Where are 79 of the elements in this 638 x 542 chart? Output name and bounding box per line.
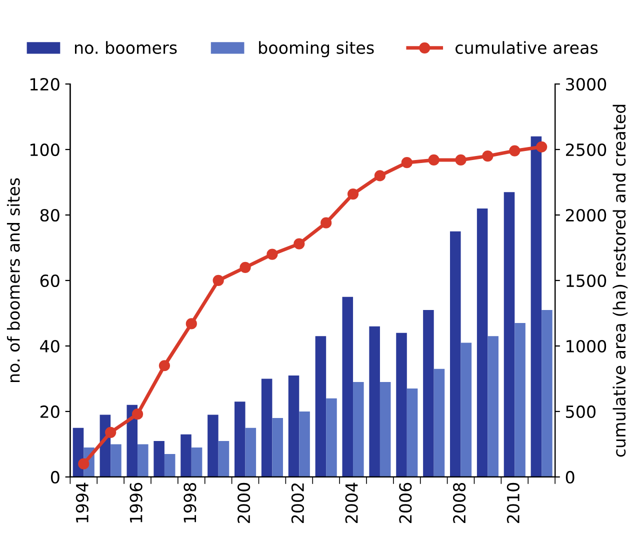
x-tick-label: 2004	[345, 482, 358, 524]
bar	[261, 378, 272, 477]
x-tick-label: 2000	[238, 482, 250, 524]
y-axis-title: no. of boomers and sites	[6, 178, 20, 382]
y-tick-label: 0	[50, 470, 60, 484]
y2-tick-label: 0	[566, 470, 574, 484]
point	[240, 262, 251, 273]
y2-tick-label: 3000	[566, 78, 606, 91]
point	[78, 458, 90, 470]
point	[294, 238, 305, 250]
legend-label: no. boomers	[75, 41, 177, 54]
y-tick-label: 40	[40, 340, 60, 353]
bar	[423, 310, 434, 477]
point	[482, 150, 494, 162]
bar	[326, 398, 337, 477]
y-tick-label: 80	[40, 208, 60, 222]
bar	[450, 231, 461, 477]
y2-axis-title: cumulative area (ha) restored and created	[612, 104, 628, 457]
bar	[514, 323, 526, 477]
bar	[288, 375, 300, 477]
bar	[353, 382, 364, 477]
bar	[434, 368, 445, 477]
point	[132, 408, 144, 420]
bar	[126, 404, 138, 477]
bar	[476, 208, 488, 477]
point	[212, 274, 224, 286]
legend-label: cumulative areas	[456, 41, 598, 54]
bar	[488, 336, 498, 477]
bar	[272, 418, 283, 477]
y2-tick-label: 2000	[566, 208, 606, 222]
bar	[530, 136, 542, 477]
bar	[110, 444, 122, 477]
bar	[504, 192, 515, 477]
bar	[208, 414, 218, 477]
y2-tick-label: 500	[566, 405, 596, 418]
x-tick-label: 2006	[399, 482, 412, 524]
point	[401, 157, 412, 168]
point	[509, 145, 520, 156]
bar	[138, 444, 148, 477]
bar	[342, 296, 354, 477]
point	[347, 188, 359, 200]
point	[158, 360, 170, 372]
point	[455, 154, 466, 166]
bar	[180, 434, 192, 477]
point	[320, 217, 332, 228]
bar	[154, 440, 164, 477]
y2-tick-label: 1500	[566, 274, 606, 288]
point	[105, 426, 116, 438]
point	[266, 248, 278, 260]
y2-tick-label: 2500	[566, 143, 606, 156]
x-tick-label: 2010	[506, 482, 520, 524]
bar	[234, 402, 246, 477]
bar	[369, 326, 380, 477]
y-tick-label: 20	[40, 405, 60, 418]
y-tick-label: 60	[40, 274, 60, 288]
y-tick-label: 120	[30, 78, 60, 91]
y2-tick-label: 1000	[566, 340, 606, 353]
bar	[191, 447, 202, 477]
bar	[406, 388, 418, 477]
bar	[164, 454, 176, 477]
point	[536, 141, 548, 152]
x-tick-label: 1994	[76, 482, 88, 522]
x-tick-label: 1996	[130, 482, 142, 522]
bar	[460, 342, 472, 477]
bar	[396, 332, 407, 477]
x-tick-label: 2008	[453, 482, 466, 524]
bar	[218, 440, 230, 477]
point	[428, 154, 440, 166]
legend-label: booming sites	[259, 41, 374, 58]
x-tick-label: 2002	[291, 483, 304, 524]
bar	[315, 336, 326, 477]
bar	[245, 428, 256, 477]
bar	[380, 382, 391, 477]
x-tick-label: 1998	[184, 482, 196, 522]
point	[374, 170, 386, 182]
point	[186, 318, 197, 330]
bar	[542, 310, 552, 477]
y-tick-label: 100	[30, 143, 60, 156]
bar	[299, 411, 310, 477]
